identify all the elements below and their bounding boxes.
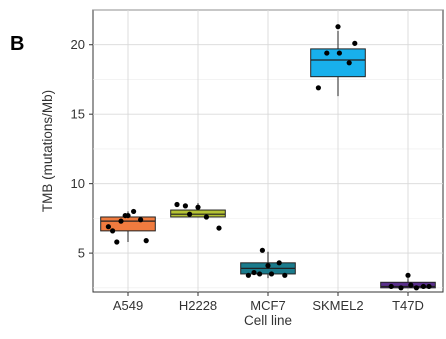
data-point: [276, 260, 282, 266]
panel-label: B: [10, 33, 24, 55]
box-h2228: [170, 209, 226, 218]
data-point: [182, 203, 188, 209]
data-point: [187, 211, 193, 217]
x-tick-label: H2228: [179, 298, 217, 313]
y-axis-title: TMB (mutations/Mb): [40, 90, 55, 212]
data-point: [282, 272, 288, 278]
data-point: [118, 218, 124, 224]
x-axis-ticks: A549 H2228 MCF7 SKMEL2 T47D: [113, 292, 424, 313]
data-point: [405, 272, 411, 278]
data-point: [352, 40, 358, 46]
data-point: [125, 212, 131, 219]
data-point: [336, 50, 342, 56]
y-tick-label: 20: [71, 37, 85, 52]
data-point: [265, 263, 271, 269]
data-point: [174, 201, 180, 208]
box-skmel2: [310, 48, 366, 78]
data-point: [114, 239, 120, 245]
x-tick-label: A549: [113, 298, 143, 313]
data-point: [408, 282, 414, 288]
box-t47d: [380, 281, 436, 289]
data-point: [398, 285, 404, 291]
y-tick-label: 15: [71, 107, 85, 122]
y-tick-label: 10: [71, 176, 85, 191]
data-point: [388, 283, 394, 290]
data-point: [346, 60, 352, 66]
y-axis-ticks: 5 10 15 20: [71, 37, 93, 261]
data-point: [110, 228, 116, 234]
data-point: [195, 204, 201, 210]
point-group: [105, 24, 432, 291]
y-tick-label: 5: [78, 246, 85, 261]
data-point: [335, 24, 341, 30]
data-point: [138, 217, 144, 223]
data-point: [131, 208, 137, 215]
data-point: [251, 269, 257, 276]
data-point: [268, 271, 275, 277]
x-tick-label: T47D: [392, 298, 424, 313]
data-point: [324, 50, 330, 56]
data-point: [143, 238, 149, 244]
data-point: [413, 285, 419, 291]
x-tick-label: MCF7: [250, 298, 285, 313]
data-point: [259, 247, 265, 253]
x-tick-label: SKMEL2: [312, 298, 363, 313]
data-point: [203, 214, 209, 220]
data-point: [426, 283, 432, 290]
data-point: [245, 272, 251, 278]
data-point: [420, 283, 426, 290]
data-point: [216, 225, 222, 231]
data-point: [315, 85, 321, 91]
data-point: [257, 271, 263, 277]
x-axis-title: Cell line: [244, 313, 292, 328]
data-point: [105, 224, 111, 230]
